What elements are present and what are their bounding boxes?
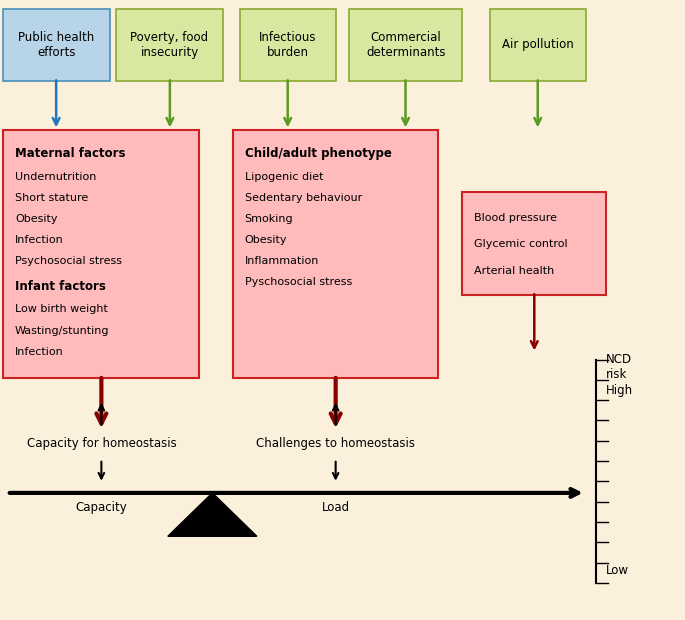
Text: Capacity for homeostasis: Capacity for homeostasis	[27, 437, 176, 450]
Text: Obesity: Obesity	[15, 214, 58, 224]
FancyBboxPatch shape	[349, 9, 462, 81]
FancyBboxPatch shape	[240, 9, 336, 81]
Text: Low: Low	[606, 564, 630, 577]
FancyBboxPatch shape	[462, 192, 606, 294]
Text: Infection: Infection	[15, 347, 64, 356]
FancyBboxPatch shape	[3, 9, 110, 81]
Text: Undernutrition: Undernutrition	[15, 172, 97, 182]
Text: Challenges to homeostasis: Challenges to homeostasis	[256, 437, 415, 450]
Text: Air pollution: Air pollution	[502, 38, 573, 51]
Text: Infant factors: Infant factors	[15, 280, 106, 293]
Text: Arterial health: Arterial health	[474, 266, 554, 276]
Text: Poverty, food
insecurity: Poverty, food insecurity	[130, 31, 209, 59]
Text: Capacity: Capacity	[75, 501, 127, 514]
Text: Pyschosocial stress: Pyschosocial stress	[245, 277, 352, 287]
Text: Load: Load	[321, 501, 350, 514]
Text: Blood pressure: Blood pressure	[474, 213, 557, 223]
Text: High: High	[606, 384, 634, 397]
FancyBboxPatch shape	[3, 130, 199, 378]
Text: Inflammation: Inflammation	[245, 256, 319, 266]
Text: Obesity: Obesity	[245, 235, 287, 245]
Text: Lipogenic diet: Lipogenic diet	[245, 172, 323, 182]
Text: Infectious
burden: Infectious burden	[259, 31, 316, 59]
Text: Sedentary behaviour: Sedentary behaviour	[245, 193, 362, 203]
Text: Maternal factors: Maternal factors	[15, 147, 125, 160]
FancyBboxPatch shape	[490, 9, 586, 81]
Polygon shape	[168, 493, 257, 536]
Text: Infection: Infection	[15, 235, 64, 245]
Text: Glycemic control: Glycemic control	[474, 239, 568, 249]
Text: Short stature: Short stature	[15, 193, 88, 203]
Text: Wasting/stunting: Wasting/stunting	[15, 326, 110, 335]
FancyBboxPatch shape	[233, 130, 438, 378]
Text: Public health
efforts: Public health efforts	[18, 31, 95, 59]
Text: Low birth weight: Low birth weight	[15, 304, 108, 314]
Text: Psychosocial stress: Psychosocial stress	[15, 256, 122, 266]
Text: NCD
risk: NCD risk	[606, 353, 632, 381]
Text: Child/adult phenotype: Child/adult phenotype	[245, 147, 391, 160]
FancyBboxPatch shape	[116, 9, 223, 81]
Text: Smoking: Smoking	[245, 214, 293, 224]
Text: Commercial
determinants: Commercial determinants	[366, 31, 446, 59]
